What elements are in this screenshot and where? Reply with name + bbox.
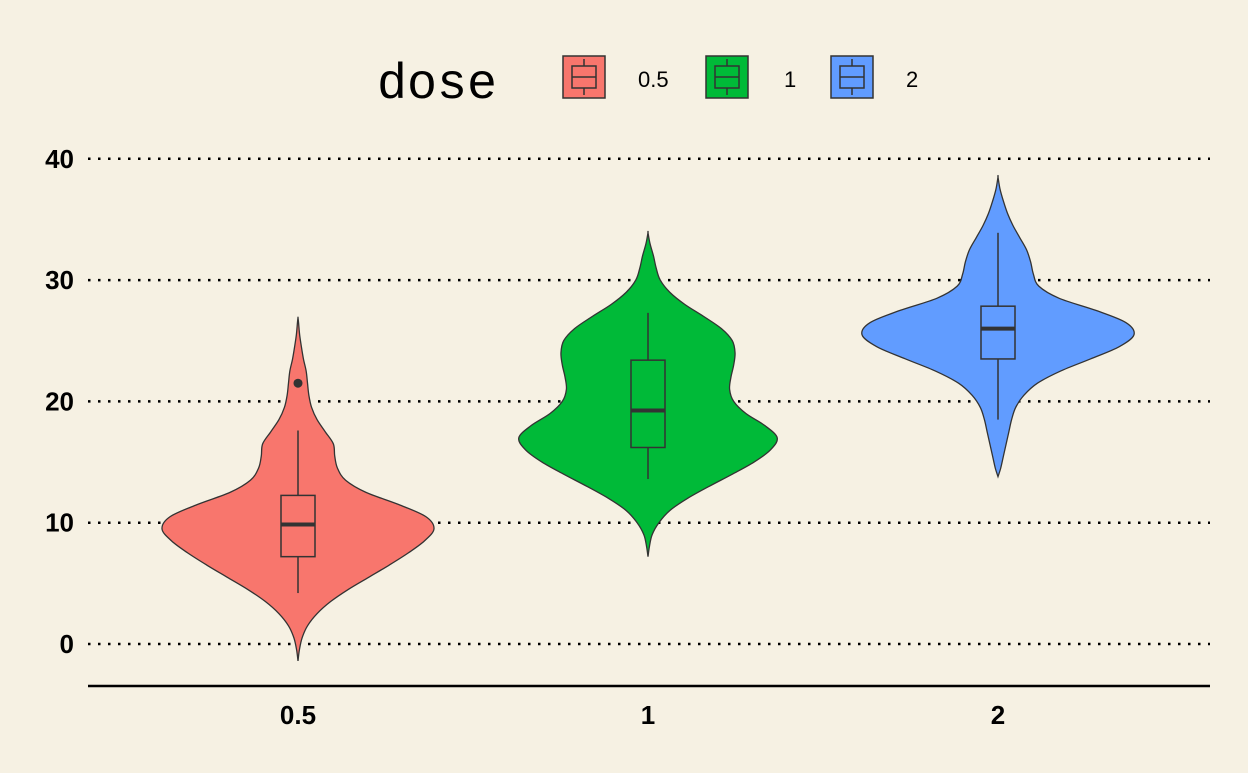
legend-label-2: 2 — [906, 67, 918, 92]
legend-label-0.5: 0.5 — [638, 67, 669, 92]
legend-title: dose — [377, 57, 497, 114]
violins — [161, 174, 1135, 662]
y-tick-label-30: 30 — [45, 265, 74, 295]
box-iqr — [630, 359, 666, 449]
legend: dose 0.5 1 2 — [377, 55, 918, 114]
violin-0.5 — [161, 316, 435, 662]
y-tick-label-10: 10 — [45, 508, 74, 538]
y-tick-label-20: 20 — [45, 386, 74, 416]
outlier-point — [293, 378, 303, 388]
y-tick-label-0: 0 — [60, 629, 74, 659]
legend-key-0.5: 0.5 — [562, 55, 669, 99]
legend-key-1: 1 — [705, 55, 796, 99]
y-axis: 0 10 20 30 40 — [45, 144, 74, 659]
violin-2 — [861, 174, 1135, 479]
legend-keys: 0.5 1 2 — [562, 55, 918, 99]
violin-1 — [518, 230, 778, 557]
box-iqr — [980, 305, 1016, 360]
x-tick-label-0.5: 0.5 — [280, 700, 316, 730]
legend-label-1: 1 — [784, 67, 796, 92]
y-tick-label-40: 40 — [45, 144, 74, 174]
legend-key-2: 2 — [830, 55, 918, 99]
x-tick-label-1: 1 — [641, 700, 655, 730]
x-tick-label-2: 2 — [991, 700, 1005, 730]
x-axis: 0.5 1 2 — [88, 684, 1210, 730]
